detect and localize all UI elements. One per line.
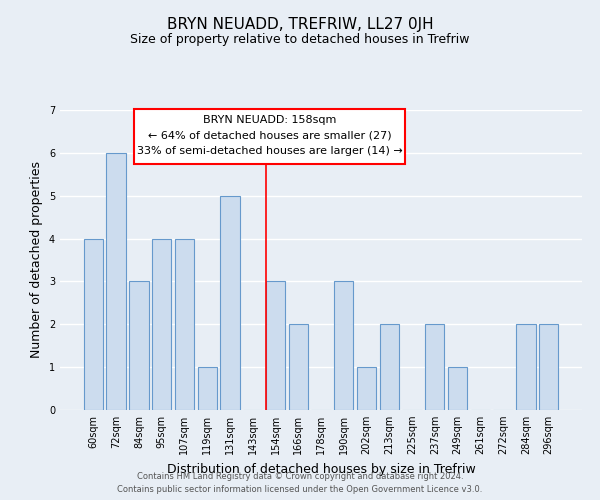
X-axis label: Distribution of detached houses by size in Trefriw: Distribution of detached houses by size … <box>167 462 475 475</box>
Bar <box>425 324 445 410</box>
Bar <box>84 238 103 410</box>
Bar <box>357 367 376 410</box>
Bar <box>175 238 194 410</box>
FancyBboxPatch shape <box>134 109 405 164</box>
Bar <box>220 196 239 410</box>
Text: Size of property relative to detached houses in Trefriw: Size of property relative to detached ho… <box>130 32 470 46</box>
Bar <box>289 324 308 410</box>
Text: BRYN NEUADD: 158sqm: BRYN NEUADD: 158sqm <box>203 114 337 124</box>
Bar <box>266 282 285 410</box>
Text: 33% of semi-detached houses are larger (14) →: 33% of semi-detached houses are larger (… <box>137 146 403 156</box>
Bar <box>539 324 558 410</box>
Bar <box>106 153 126 410</box>
Bar <box>129 282 149 410</box>
Bar <box>516 324 536 410</box>
Text: Contains public sector information licensed under the Open Government Licence v3: Contains public sector information licen… <box>118 485 482 494</box>
Bar <box>197 367 217 410</box>
Y-axis label: Number of detached properties: Number of detached properties <box>31 162 43 358</box>
Text: ← 64% of detached houses are smaller (27): ← 64% of detached houses are smaller (27… <box>148 130 392 140</box>
Bar <box>152 238 172 410</box>
Bar <box>380 324 399 410</box>
Bar <box>334 282 353 410</box>
Bar <box>448 367 467 410</box>
Text: Contains HM Land Registry data © Crown copyright and database right 2024.: Contains HM Land Registry data © Crown c… <box>137 472 463 481</box>
Text: BRYN NEUADD, TREFRIW, LL27 0JH: BRYN NEUADD, TREFRIW, LL27 0JH <box>167 18 433 32</box>
